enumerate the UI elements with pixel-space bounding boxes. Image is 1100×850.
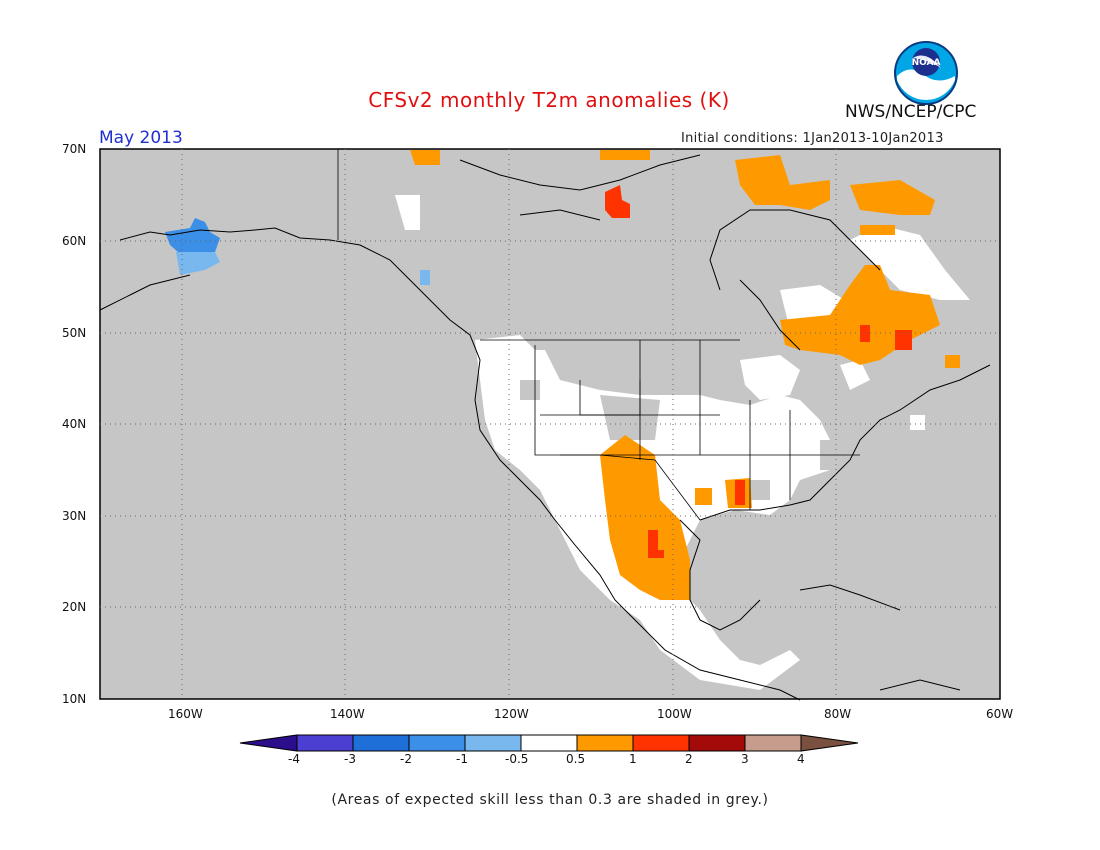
lon-label-100w: 100W	[657, 707, 692, 721]
colorbar-swatch-2	[352, 734, 410, 752]
colorbar-label-4: 4	[797, 752, 805, 766]
lat-label-50n: 50N	[62, 326, 87, 340]
colorbar-swatch-7	[632, 734, 690, 752]
colorbar	[239, 734, 859, 752]
lat-label-40n: 40N	[62, 417, 87, 431]
colorbar-arrow-high	[800, 734, 859, 752]
lon-label-80w: 80W	[824, 707, 852, 721]
colorbar-label-3: 3	[741, 752, 749, 766]
map-title: CFSv2 monthly T2m anomalies (K)	[368, 88, 730, 112]
lon-label-60w: 60W	[986, 707, 1014, 721]
colorbar-label-neg3: -3	[344, 752, 356, 766]
colorbar-swatch-1	[296, 734, 354, 752]
coastlines	[99, 154, 991, 701]
colorbar-label-1: 1	[629, 752, 637, 766]
colorbar-label-neg1: -1	[456, 752, 468, 766]
colorbar-swatch-8	[688, 734, 746, 752]
noaa-logo: NOAA	[894, 41, 958, 105]
lat-label-30n: 30N	[62, 509, 87, 523]
colorbar-swatch-3	[408, 734, 466, 752]
month-label: May 2013	[99, 128, 183, 148]
colorbar-swatch-9	[744, 734, 802, 752]
agency-label: NWS/NCEP/CPC	[845, 102, 977, 122]
lat-label-60n: 60N	[62, 234, 87, 248]
lat-label-20n: 20N	[62, 600, 87, 614]
colorbar-swatch-6	[576, 734, 634, 752]
graticule	[100, 149, 1000, 699]
strong-warm-anomaly-regions	[605, 185, 912, 558]
skill-footnote: (Areas of expected skill less than 0.3 a…	[331, 792, 769, 808]
lat-label-70n: 70N	[62, 142, 87, 156]
colorbar-swatch-4	[464, 734, 522, 752]
noaa-logo-text: NOAA	[912, 58, 941, 68]
low-skill-patches	[520, 340, 850, 500]
lon-label-140w: 140W	[330, 707, 365, 721]
colorbar-label-2: 2	[685, 752, 693, 766]
lon-label-120w: 120W	[494, 707, 529, 721]
colorbar-swatch-5	[520, 734, 578, 752]
political-borders	[337, 149, 860, 521]
cool-anomaly-regions	[165, 218, 430, 285]
lon-label-160w: 160W	[168, 707, 203, 721]
colorbar-arrow-low	[239, 734, 298, 752]
colorbar-label-neg0-5: -0.5	[505, 752, 529, 766]
colorbar-label-neg4: -4	[288, 752, 300, 766]
colorbar-label-neg2: -2	[400, 752, 412, 766]
initial-conditions-label: Initial conditions: 1Jan2013-10Jan2013	[681, 131, 944, 146]
lat-label-10n: 10N	[62, 692, 87, 706]
colorbar-label-0-5: 0.5	[566, 752, 586, 766]
